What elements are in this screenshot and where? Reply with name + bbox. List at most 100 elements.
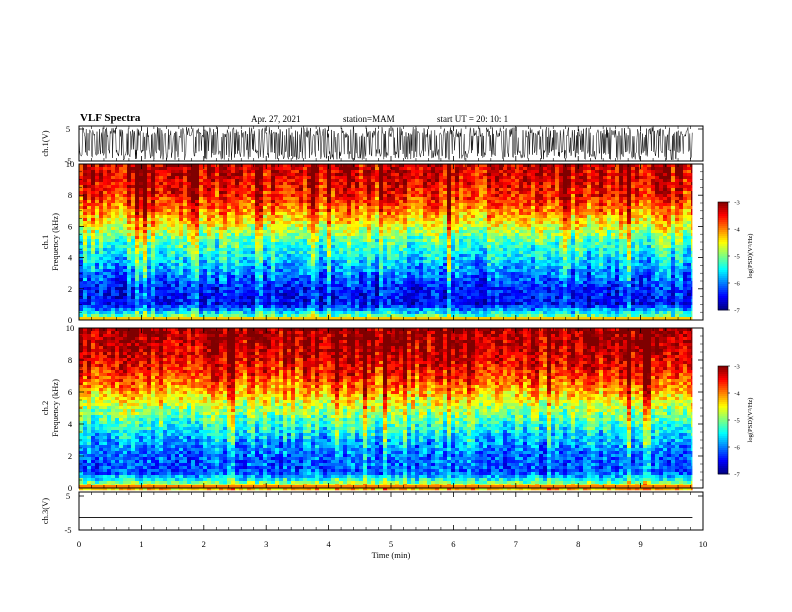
ch1-spectrogram-cell bbox=[239, 170, 244, 174]
ch1-spectrogram-cell bbox=[127, 185, 132, 189]
ch1-spectrogram-cell bbox=[535, 200, 540, 204]
ch1-spectrogram-cell bbox=[463, 176, 468, 180]
ch1-spectrogram-cell bbox=[251, 203, 256, 207]
ch1-spectrogram-cell bbox=[423, 182, 428, 186]
ch1-spectrogram-cell bbox=[107, 230, 112, 234]
ch1-spectrogram-cell bbox=[571, 227, 576, 231]
ch1-spectrogram-cell bbox=[371, 236, 376, 240]
ch1-spectrogram-cell bbox=[191, 212, 196, 216]
ch1-spectrogram-cell bbox=[487, 233, 492, 237]
ch1-spectrogram-cell bbox=[179, 248, 184, 252]
ch1-spectrogram-cell bbox=[591, 197, 596, 201]
ch1-spectrogram-cell bbox=[115, 248, 120, 252]
ch1-spectrogram-cell bbox=[511, 188, 516, 192]
ch1-spectrogram-cell bbox=[379, 239, 384, 243]
ch1-spectrogram-cell bbox=[663, 206, 668, 210]
ch1-spectrogram-cell bbox=[411, 200, 416, 204]
ch1-spectrogram-cell bbox=[159, 164, 164, 168]
ch1-spectrogram-cell bbox=[183, 248, 188, 252]
ch1-spectrogram-cell bbox=[291, 215, 296, 219]
ch1-spectrogram-cell bbox=[255, 209, 260, 213]
ch1-spectrogram-cell bbox=[123, 170, 128, 174]
ch1-spectrogram-cell bbox=[423, 191, 428, 195]
ch1-spectrogram-cell bbox=[475, 176, 480, 180]
ch1-spectrogram-cell bbox=[95, 167, 100, 171]
ch1-spectrogram-cell bbox=[199, 221, 204, 225]
ch1-spectrogram-cell bbox=[455, 200, 460, 204]
ch1-spectrogram-cell bbox=[335, 227, 340, 231]
ch1-spectrogram-cell bbox=[351, 182, 356, 186]
ch1-spectrogram-cell bbox=[551, 236, 556, 240]
ch1-spectrogram-cell bbox=[79, 185, 84, 189]
ch1-spectrogram-cell bbox=[119, 194, 124, 198]
ch1-spectrogram-cell bbox=[163, 254, 168, 258]
ch1-spectrogram-cell bbox=[519, 236, 524, 240]
ch1-spectrogram-cell bbox=[543, 191, 548, 195]
ch1-spectrogram-cell bbox=[123, 224, 128, 228]
ch1-spectrogram-cell bbox=[127, 239, 132, 243]
ch1-spectrogram-cell bbox=[235, 254, 240, 258]
ch1-spectrogram-cell bbox=[191, 257, 196, 261]
ch1-spectrogram-cell bbox=[431, 200, 436, 204]
ch1-spectrogram-cell bbox=[211, 194, 216, 198]
ch1-spectrogram-cell bbox=[655, 206, 660, 210]
ch1-spectrogram-cell bbox=[407, 257, 412, 261]
ch1-spectrogram-cell bbox=[147, 236, 152, 240]
ch1-spectrogram-cell bbox=[187, 200, 192, 204]
ch1-spectrogram-cell bbox=[495, 197, 500, 201]
ch1-spectrogram-cell bbox=[643, 209, 648, 213]
ch1-spectrogram-cell bbox=[651, 176, 656, 180]
ch1-spectrogram-cell bbox=[607, 200, 612, 204]
ch1-spectrogram-cell bbox=[343, 200, 348, 204]
ch1-spectrogram-cell bbox=[235, 212, 240, 216]
ch1-spectrogram-cell bbox=[683, 212, 688, 216]
ch1-spectrogram-cell bbox=[223, 224, 228, 228]
ch1-spectrogram-cell bbox=[171, 176, 176, 180]
ch1-spectrogram-cell bbox=[511, 221, 516, 225]
ch1-spectrogram-cell bbox=[299, 239, 304, 243]
ch1-spectrogram-cell bbox=[223, 254, 228, 258]
ch1-spectrogram-cell bbox=[275, 215, 280, 219]
ch1-spectrogram-cell bbox=[103, 254, 108, 258]
ch1-spectrogram-cell bbox=[235, 197, 240, 201]
ch1-spectrogram-cell bbox=[131, 176, 136, 180]
ch1-spectrogram-cell bbox=[203, 191, 208, 195]
ch1-spectrogram-cell bbox=[399, 194, 404, 198]
ch1-spectrogram-cell bbox=[599, 245, 604, 249]
ch1-spectrogram-cell bbox=[299, 191, 304, 195]
ch1-spectrogram-cell bbox=[391, 209, 396, 213]
ch1-spectrogram-cell bbox=[159, 191, 164, 195]
ch1-spectrogram-cell bbox=[79, 227, 84, 231]
ch1-spectrogram-cell bbox=[571, 173, 576, 177]
ch1-spectrogram-cell bbox=[327, 257, 332, 261]
ch1-spectrogram-cell bbox=[259, 194, 264, 198]
ch1-spectrogram-cell bbox=[99, 257, 104, 261]
ch1-spectrogram-cell bbox=[171, 257, 176, 261]
ch1-spectrogram-cell bbox=[127, 197, 132, 201]
ch1-spectrogram-cell bbox=[403, 218, 408, 222]
ch1-spectrogram-cell bbox=[219, 254, 224, 258]
ch1-spectrogram-cell bbox=[607, 185, 612, 189]
ch1-spectrogram-cell bbox=[203, 230, 208, 234]
ch1-spectrogram-cell bbox=[399, 176, 404, 180]
ch1-spectrogram-cell bbox=[195, 218, 200, 222]
ch1-spectrogram-cell bbox=[311, 227, 316, 231]
ch1-spectrogram-cell bbox=[671, 188, 676, 192]
ch1-spectrogram-cell bbox=[411, 176, 416, 180]
ch1-spectrogram-cell bbox=[195, 254, 200, 258]
ch1-spectrogram-cell bbox=[107, 170, 112, 174]
ch1-spectrogram-cell bbox=[331, 179, 336, 183]
ch1-spectrogram-cell bbox=[267, 242, 272, 246]
ch1-spectrogram-cell bbox=[327, 236, 332, 240]
ch1-spectrogram-cell bbox=[351, 248, 356, 252]
ch1-spectrogram-cell bbox=[235, 203, 240, 207]
ch1-spectrogram-cell bbox=[379, 245, 384, 249]
ch1-spectrogram-cell bbox=[659, 209, 664, 213]
ch1-spectrogram-cell bbox=[539, 173, 544, 177]
ch1-spectrogram-cell bbox=[183, 200, 188, 204]
ch1-spectrogram-cell bbox=[635, 242, 640, 246]
ch1-spectrogram-cell bbox=[415, 185, 420, 189]
ch1-spectrogram-cell bbox=[179, 206, 184, 210]
ch1-spectrogram-cell bbox=[515, 200, 520, 204]
ch1-spectrogram-cell bbox=[439, 209, 444, 213]
